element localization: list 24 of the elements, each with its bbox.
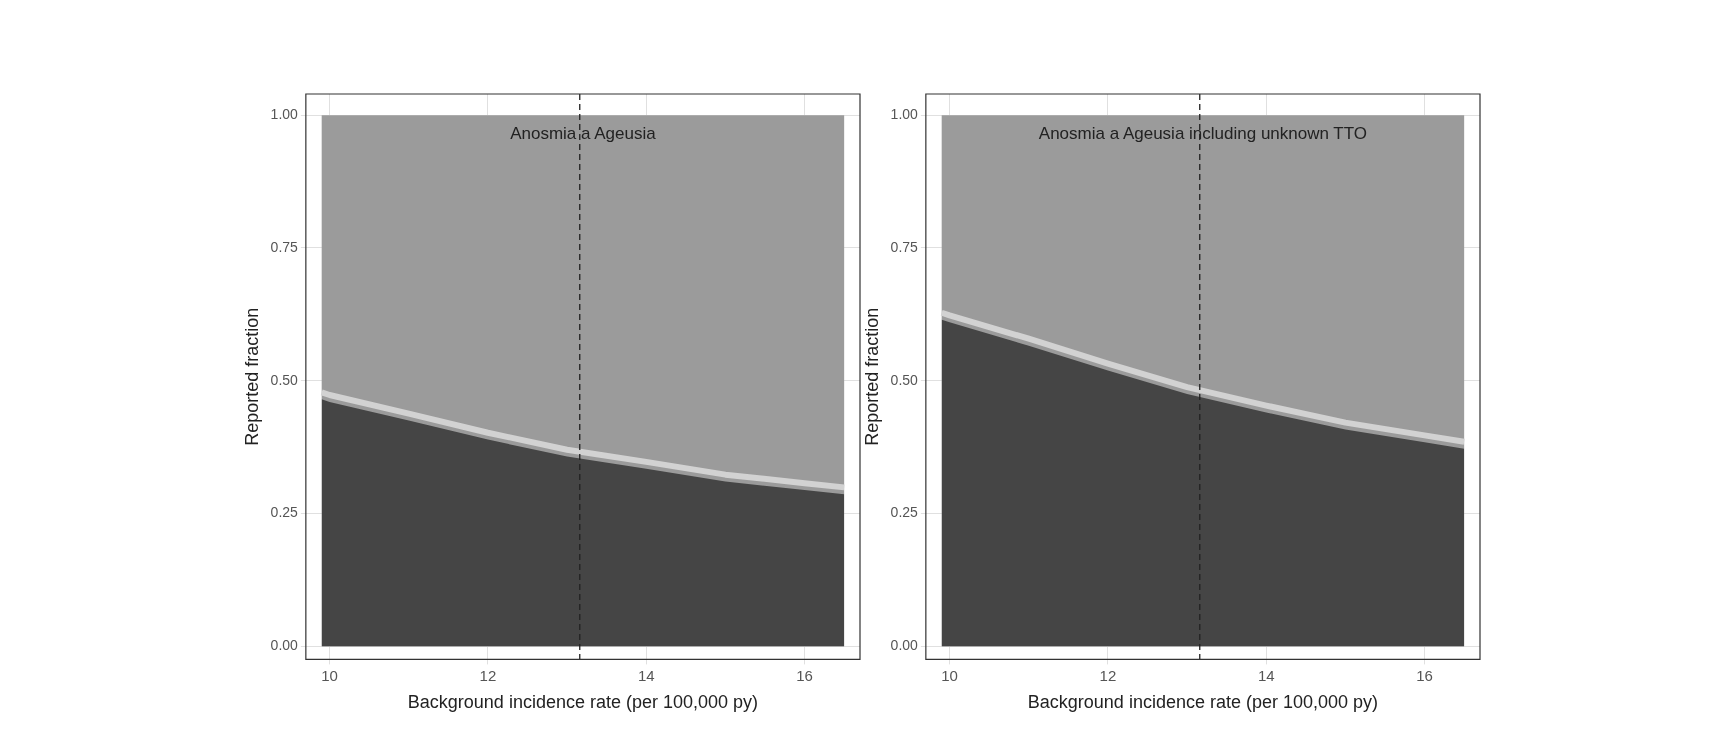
- y-tick-label: 0.50: [890, 371, 919, 388]
- y-axis-title: Reported fraction: [861, 307, 882, 446]
- x-axis-title: Background incidence rate (per 100,000 py): [1027, 692, 1379, 713]
- y-tick-label: 1.00: [890, 106, 919, 123]
- y-tick-label: 0.25: [270, 504, 299, 521]
- x-tick-label: 14: [1257, 666, 1275, 684]
- y-tick-label: 0.75: [270, 238, 299, 255]
- x-tick-label: 10: [941, 666, 958, 684]
- text: Anosmia a Ageusia including unknown TTO: [1038, 123, 1368, 143]
- x-axis-title: Background incidence rate (per 100,000 py): [407, 692, 759, 713]
- x-tick-label: 12: [479, 666, 497, 684]
- x-tick-label: 16: [1416, 666, 1433, 684]
- x-tick-label: 10: [321, 666, 338, 684]
- y-axis-title: Reported fraction: [241, 307, 262, 446]
- x-tick-label: 14: [637, 666, 655, 684]
- y-tick-label: 1.00: [270, 106, 299, 123]
- x-tick-label: 12: [1099, 666, 1117, 684]
- y-tick-label: 0.25: [890, 504, 919, 521]
- x-tick-label: 16: [796, 666, 813, 684]
- y-tick-label: 0.00: [270, 636, 299, 653]
- y-tick-label: 0.00: [890, 636, 919, 653]
- y-tick-label: 0.75: [890, 238, 919, 255]
- text: Anosmia a Ageusia: [510, 123, 657, 143]
- y-tick-label: 0.50: [270, 371, 299, 388]
